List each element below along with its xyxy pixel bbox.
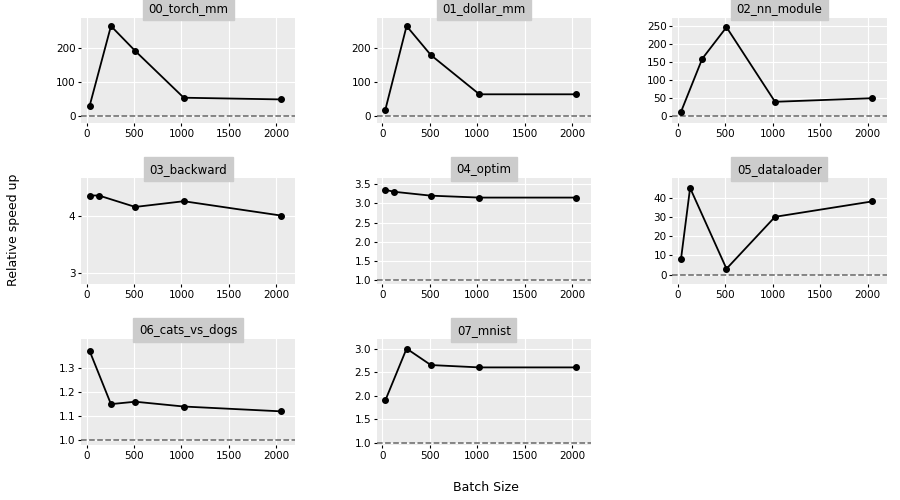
- Title: 00_torch_mm: 00_torch_mm: [148, 2, 228, 15]
- Text: Batch Size: Batch Size: [453, 481, 519, 494]
- Title: 02_nn_module: 02_nn_module: [736, 2, 823, 15]
- Title: 07_mnist: 07_mnist: [456, 324, 511, 336]
- Title: 06_cats_vs_dogs: 06_cats_vs_dogs: [139, 324, 238, 336]
- Title: 05_dataloader: 05_dataloader: [737, 163, 822, 176]
- Title: 01_dollar_mm: 01_dollar_mm: [442, 2, 526, 15]
- Title: 04_optim: 04_optim: [456, 163, 511, 176]
- Title: 03_backward: 03_backward: [149, 163, 227, 176]
- Text: Relative speed up: Relative speed up: [7, 174, 20, 286]
